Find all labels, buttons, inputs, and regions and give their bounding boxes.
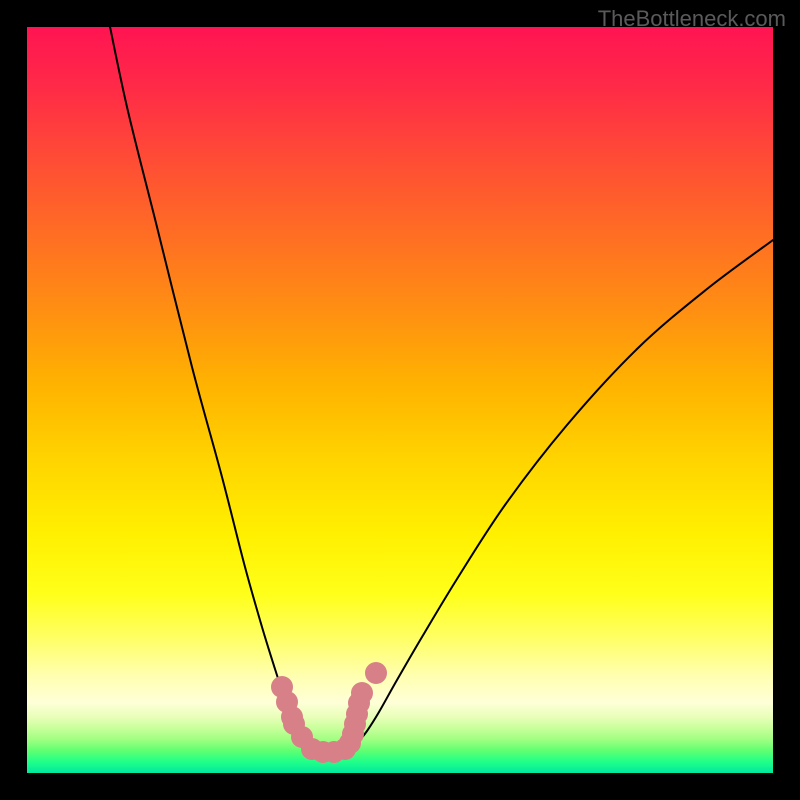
bottleneck-curve (106, 27, 315, 751)
bottleneck-curve (347, 240, 773, 751)
data-marker (365, 662, 387, 684)
chart-container: TheBottleneck.com (0, 0, 800, 800)
plot-area (27, 27, 773, 773)
data-marker (351, 682, 373, 704)
curve-layer (27, 27, 773, 773)
watermark-text: TheBottleneck.com (598, 6, 786, 32)
